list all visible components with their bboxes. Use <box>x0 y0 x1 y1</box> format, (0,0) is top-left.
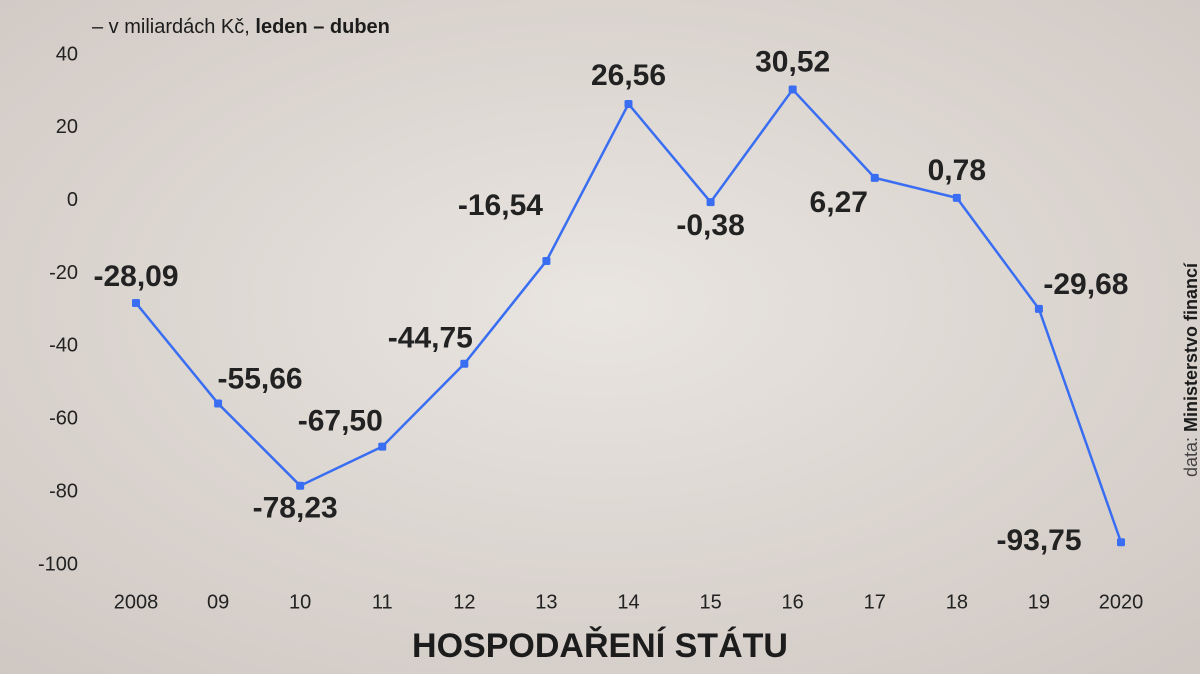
data-point <box>1034 304 1043 313</box>
value-label: -28,09 <box>93 260 178 293</box>
data-point <box>460 359 469 368</box>
value-label: -29,68 <box>1043 268 1128 301</box>
data-point <box>624 99 633 108</box>
data-point <box>1117 538 1125 547</box>
x-tick-label: 10 <box>289 591 311 613</box>
y-tick-label: -60 <box>49 408 78 430</box>
value-label: -44,75 <box>388 322 473 355</box>
data-point <box>378 442 387 451</box>
value-label: -78,23 <box>253 492 338 525</box>
y-tick-label: -80 <box>49 480 78 502</box>
data-point <box>706 198 715 207</box>
y-tick-label: -100 <box>38 553 78 575</box>
x-tick-label: 2020 <box>1099 591 1144 613</box>
subtitle: – v miliardách Kč, leden – duben <box>92 16 390 38</box>
value-label: -16,54 <box>458 189 543 222</box>
value-label: -67,50 <box>298 405 383 438</box>
x-tick-label: 09 <box>207 591 229 613</box>
data-point <box>952 193 961 202</box>
y-tick-label: 0 <box>67 189 78 211</box>
value-label: 26,56 <box>591 59 666 92</box>
data-point <box>214 399 223 408</box>
x-tick-label: 17 <box>864 591 886 613</box>
data-point <box>542 256 551 265</box>
x-tick-label: 14 <box>617 591 639 613</box>
source-name: Ministerstvo financí <box>1181 262 1200 432</box>
x-tick-label: 19 <box>1028 591 1050 613</box>
value-label: -0,38 <box>676 209 744 242</box>
x-tick-label: 18 <box>946 591 968 613</box>
data-point <box>870 173 879 182</box>
value-label: 6,27 <box>810 186 868 219</box>
subtitle-text: – v miliardách Kč, <box>92 16 250 38</box>
y-tick-label: -40 <box>49 335 78 357</box>
value-label: -93,75 <box>996 524 1081 557</box>
subtitle-bold: leden – duben <box>255 16 389 38</box>
value-label: -55,66 <box>218 362 303 395</box>
value-label: 0,78 <box>928 154 986 187</box>
x-tick-label: 16 <box>782 591 804 613</box>
data-point <box>788 85 797 94</box>
value-label: 30,52 <box>755 45 830 78</box>
y-tick-label: -20 <box>49 262 78 284</box>
chart-title: HOSPODAŘENÍ STÁTU <box>412 627 788 665</box>
source: data: Ministerstvo financí <box>1181 262 1200 477</box>
x-tick-label: 2008 <box>114 591 159 613</box>
source-prefix: data: <box>1181 437 1200 477</box>
data-point <box>296 481 305 490</box>
x-tick-label: 13 <box>535 591 557 613</box>
x-tick-label: 15 <box>699 591 721 613</box>
x-tick-label: 12 <box>453 591 475 613</box>
x-tick-label: 11 <box>372 591 393 613</box>
y-tick-label: 20 <box>56 116 78 138</box>
data-point <box>132 299 140 308</box>
y-tick-label: 40 <box>56 43 78 65</box>
